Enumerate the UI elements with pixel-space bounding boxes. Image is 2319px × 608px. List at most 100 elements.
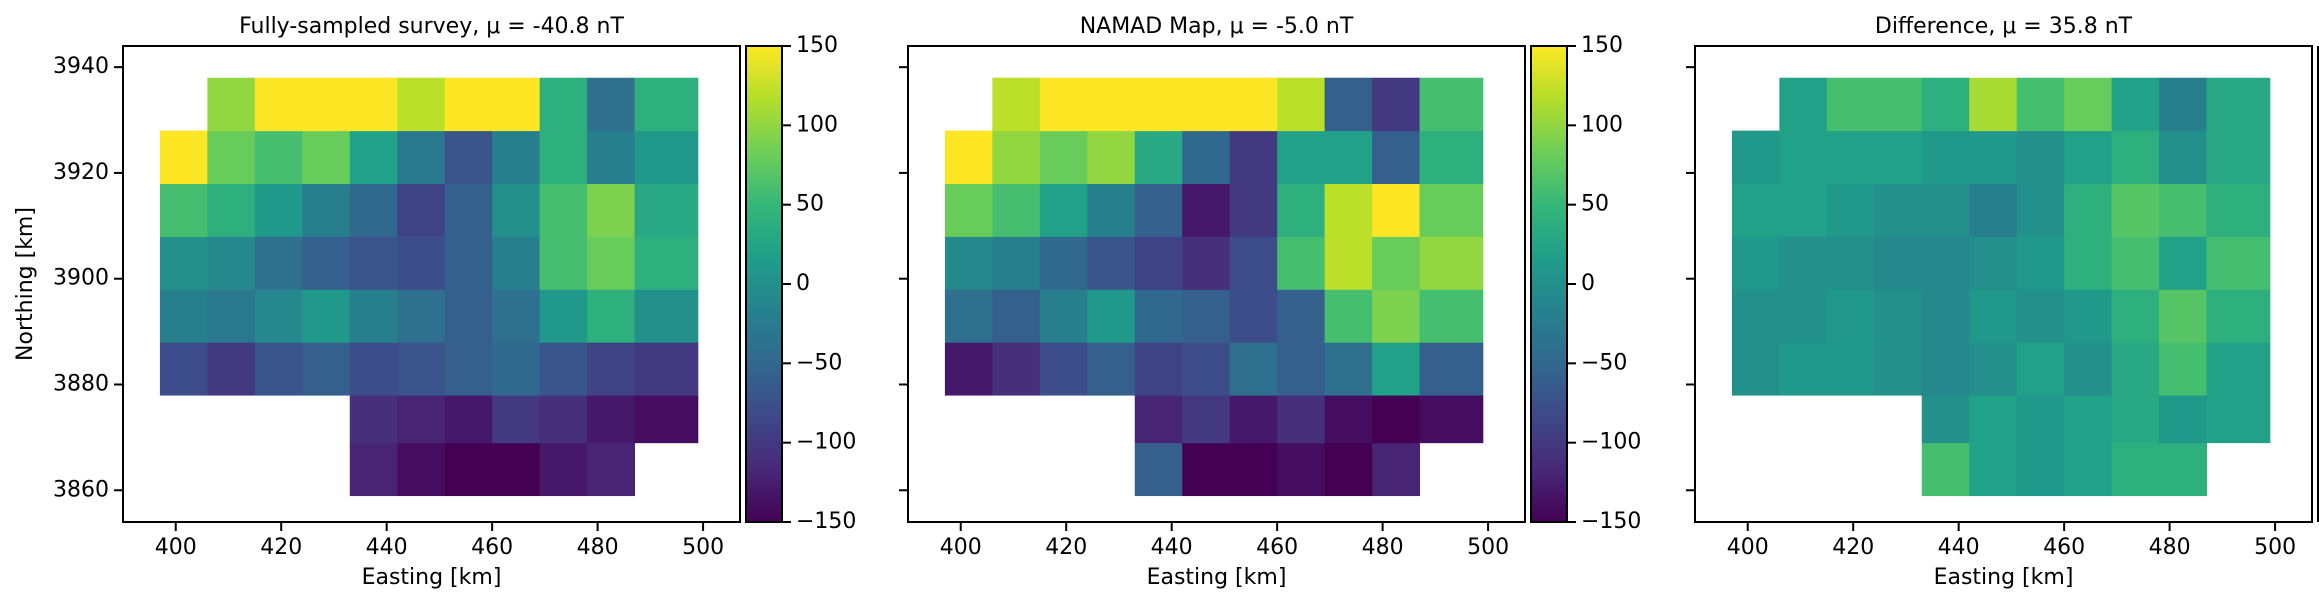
axes-frame xyxy=(907,45,1526,523)
heat-cell xyxy=(1969,395,2018,444)
y-tick-label: 3860 xyxy=(53,477,109,502)
heat-cell xyxy=(2159,289,2208,343)
colorbar xyxy=(745,45,783,523)
heat-cell xyxy=(992,236,1041,290)
heat-cell xyxy=(1134,342,1183,396)
heatmap xyxy=(159,77,699,497)
heat-cell xyxy=(1229,77,1278,132)
heat-cell xyxy=(1134,442,1183,497)
colorbar-tick-label: −100 xyxy=(1581,430,1641,455)
heat-cell xyxy=(539,342,588,396)
heat-cell xyxy=(2206,289,2271,343)
heat-cell xyxy=(634,342,699,396)
heat-cell xyxy=(587,442,636,497)
heat-cell xyxy=(1731,183,1780,237)
heat-cell xyxy=(1277,342,1326,396)
heat-cell xyxy=(2016,236,2065,290)
heat-cell xyxy=(1419,395,1484,444)
heat-cell xyxy=(1874,77,1923,132)
heat-cell xyxy=(2111,442,2160,497)
heat-cell xyxy=(1277,130,1326,185)
heat-cell xyxy=(2159,342,2208,396)
x-axis-label: Easting [km] xyxy=(1147,565,1287,590)
heat-cell xyxy=(944,342,993,396)
heat-cell xyxy=(1921,236,1970,290)
heat-cell xyxy=(587,236,636,290)
heat-cell xyxy=(1039,342,1088,396)
heat-cell xyxy=(587,289,636,343)
heat-cell xyxy=(1921,342,1970,396)
heat-cell xyxy=(1731,130,1780,185)
heat-cell xyxy=(2159,130,2208,185)
x-tick-label: 400 xyxy=(940,535,982,560)
heat-cell xyxy=(1087,183,1136,237)
heat-cell xyxy=(1134,236,1183,290)
heat-cell xyxy=(1969,130,2018,185)
heat-cell xyxy=(2111,342,2160,396)
heat-cell xyxy=(634,289,699,343)
heat-cell xyxy=(1372,395,1421,444)
heat-cell xyxy=(2064,395,2113,444)
heat-cell xyxy=(1134,395,1183,444)
heat-cell xyxy=(444,342,493,396)
heat-cell xyxy=(1731,236,1780,290)
heat-cell xyxy=(1969,77,2018,132)
heat-cell xyxy=(492,130,541,185)
heat-cell xyxy=(539,395,588,444)
x-tick-label: 400 xyxy=(155,535,197,560)
heat-cell xyxy=(254,183,303,237)
heat-cell xyxy=(1229,395,1278,444)
heat-cell xyxy=(1372,342,1421,396)
heat-cell xyxy=(1182,77,1231,132)
heat-cell xyxy=(349,342,398,396)
x-tick-label: 420 xyxy=(1045,535,1087,560)
x-tick-label: 480 xyxy=(1362,535,1404,560)
heat-cell xyxy=(1277,442,1326,497)
heat-cell xyxy=(2016,77,2065,132)
colorbar-tick-label: −50 xyxy=(796,350,842,375)
heat-cell xyxy=(1324,183,1373,237)
heat-cell xyxy=(1419,342,1484,396)
heat-cell xyxy=(1419,77,1484,132)
y-axis-label: Northing [km] xyxy=(13,207,38,361)
heat-cell xyxy=(587,183,636,237)
heat-cell xyxy=(302,130,351,185)
heat-cell xyxy=(207,342,256,396)
x-tick-label: 440 xyxy=(366,535,408,560)
heat-cell xyxy=(2111,289,2160,343)
x-tick-label: 460 xyxy=(471,535,513,560)
heat-cell xyxy=(2064,342,2113,396)
colorbar-tick-label: −150 xyxy=(796,509,856,534)
heat-cell xyxy=(349,395,398,444)
heat-cell xyxy=(1182,342,1231,396)
heat-cell xyxy=(254,77,303,132)
heat-cell xyxy=(2016,130,2065,185)
heat-cell xyxy=(1277,289,1326,343)
heat-cell xyxy=(2064,236,2113,290)
heat-cell xyxy=(1182,236,1231,290)
heat-cell xyxy=(444,289,493,343)
heat-cell xyxy=(349,77,398,132)
heat-cell xyxy=(539,183,588,237)
heat-cell xyxy=(992,130,1041,185)
x-tick-label: 460 xyxy=(1256,535,1298,560)
heat-cell xyxy=(1779,183,1828,237)
colorbar-tick-label: 150 xyxy=(796,33,838,58)
heat-cell xyxy=(349,442,398,497)
heat-cell xyxy=(492,395,541,444)
heat-cell xyxy=(944,183,993,237)
heat-cell xyxy=(2159,236,2208,290)
heat-cell xyxy=(1372,289,1421,343)
heat-cell xyxy=(254,289,303,343)
x-axis-label: Easting [km] xyxy=(362,565,502,590)
heat-cell xyxy=(1372,77,1421,132)
heat-cell xyxy=(1087,236,1136,290)
heat-cell xyxy=(207,183,256,237)
heat-cell xyxy=(397,342,446,396)
x-tick-label: 500 xyxy=(1467,535,1509,560)
heat-cell xyxy=(444,395,493,444)
y-tick-label: 3900 xyxy=(53,266,109,291)
heat-cell xyxy=(1779,236,1828,290)
heat-cell xyxy=(539,236,588,290)
heat-cell xyxy=(1826,183,1875,237)
